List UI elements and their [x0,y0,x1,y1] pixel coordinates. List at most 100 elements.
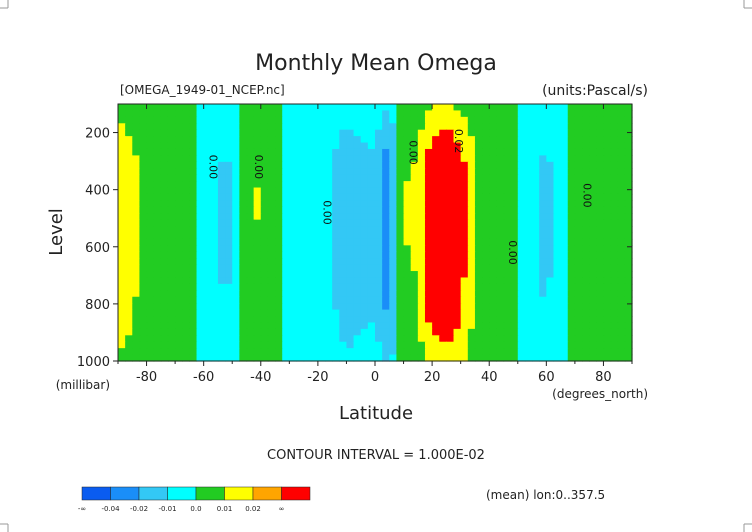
field-cell [132,277,141,285]
field-cell [424,328,433,336]
field-cell [260,316,269,324]
field-cell [303,264,312,272]
field-cell [267,264,276,272]
field-cell [553,238,562,246]
field-cell [432,322,440,330]
field-cell [424,303,433,311]
field-cell [275,129,283,137]
field-cell [225,264,233,272]
field-cell [582,116,590,124]
field-cell [546,232,555,240]
field-cell [396,251,405,259]
field-cell [346,271,355,279]
field-cell [139,213,148,221]
field-cell [339,354,348,362]
field-cell [453,213,462,221]
field-cell [603,309,612,317]
field-cell [132,296,141,304]
field-cell [567,123,576,131]
field-cell [210,213,219,221]
field-cell [375,341,383,349]
field-cell [417,245,426,253]
field-cell [132,328,141,336]
field-cell [567,148,576,156]
field-cell [289,148,298,156]
field-cell [417,328,426,336]
field-cell [125,168,133,176]
field-cell [353,174,362,182]
field-cell [424,277,433,285]
field-cell [424,322,433,330]
field-cell [375,116,383,124]
field-cell [232,104,240,112]
field-cell [253,277,262,285]
field-cell [203,116,212,124]
field-cell [382,238,390,246]
field-cell [503,303,512,311]
field-cell [118,104,126,112]
field-cell [282,174,290,182]
field-cell [453,155,462,163]
field-cell [453,226,462,234]
field-cell [267,148,276,156]
field-cell [225,348,233,356]
field-cell [474,251,483,259]
field-cell [303,148,312,156]
field-cell [424,296,433,304]
field-cell [339,206,348,214]
field-cell [503,354,512,362]
field-cell [232,277,240,285]
field-cell [375,251,383,259]
field-cell [410,303,419,311]
field-cell [424,123,433,131]
field-cell [617,123,626,131]
field-cell [589,104,597,112]
field-cell [489,213,497,221]
field-cell [353,251,362,259]
field-cell [225,335,233,343]
field-cell [139,181,148,189]
field-cell [260,328,269,336]
field-cell [360,200,369,208]
field-cell [553,219,562,227]
field-cell [417,238,426,246]
field-cell [496,296,505,304]
field-cell [467,116,476,124]
field-cell [617,136,626,144]
field-cell [489,251,497,259]
field-cell [503,245,512,253]
field-cell [189,193,198,201]
field-cell [553,142,562,150]
field-cell [118,206,126,214]
field-cell [596,148,605,156]
field-cell [496,200,505,208]
field-cell [339,348,348,356]
field-cell [175,328,183,336]
field-cell [196,322,205,330]
y-tick-label: 400 [85,184,110,199]
field-cell [232,187,240,195]
field-cell [239,303,248,311]
field-cell [367,200,376,208]
field-cell [239,206,248,214]
field-cell [389,258,398,266]
field-cell [282,316,290,324]
field-cell [260,226,269,234]
field-cell [225,174,233,182]
field-cell [310,328,319,336]
field-cell [510,136,519,144]
field-cell [517,136,526,144]
field-cell [303,161,312,169]
field-cell [289,104,298,112]
field-cell [353,200,362,208]
field-cell [467,187,476,195]
field-cell [517,187,526,195]
field-cell [153,104,162,112]
field-cell [317,129,326,137]
field-cell [403,168,412,176]
field-cell [546,341,555,349]
field-cell [574,245,583,253]
field-cell [396,322,405,330]
field-cell [446,129,455,137]
field-cell [160,303,169,311]
